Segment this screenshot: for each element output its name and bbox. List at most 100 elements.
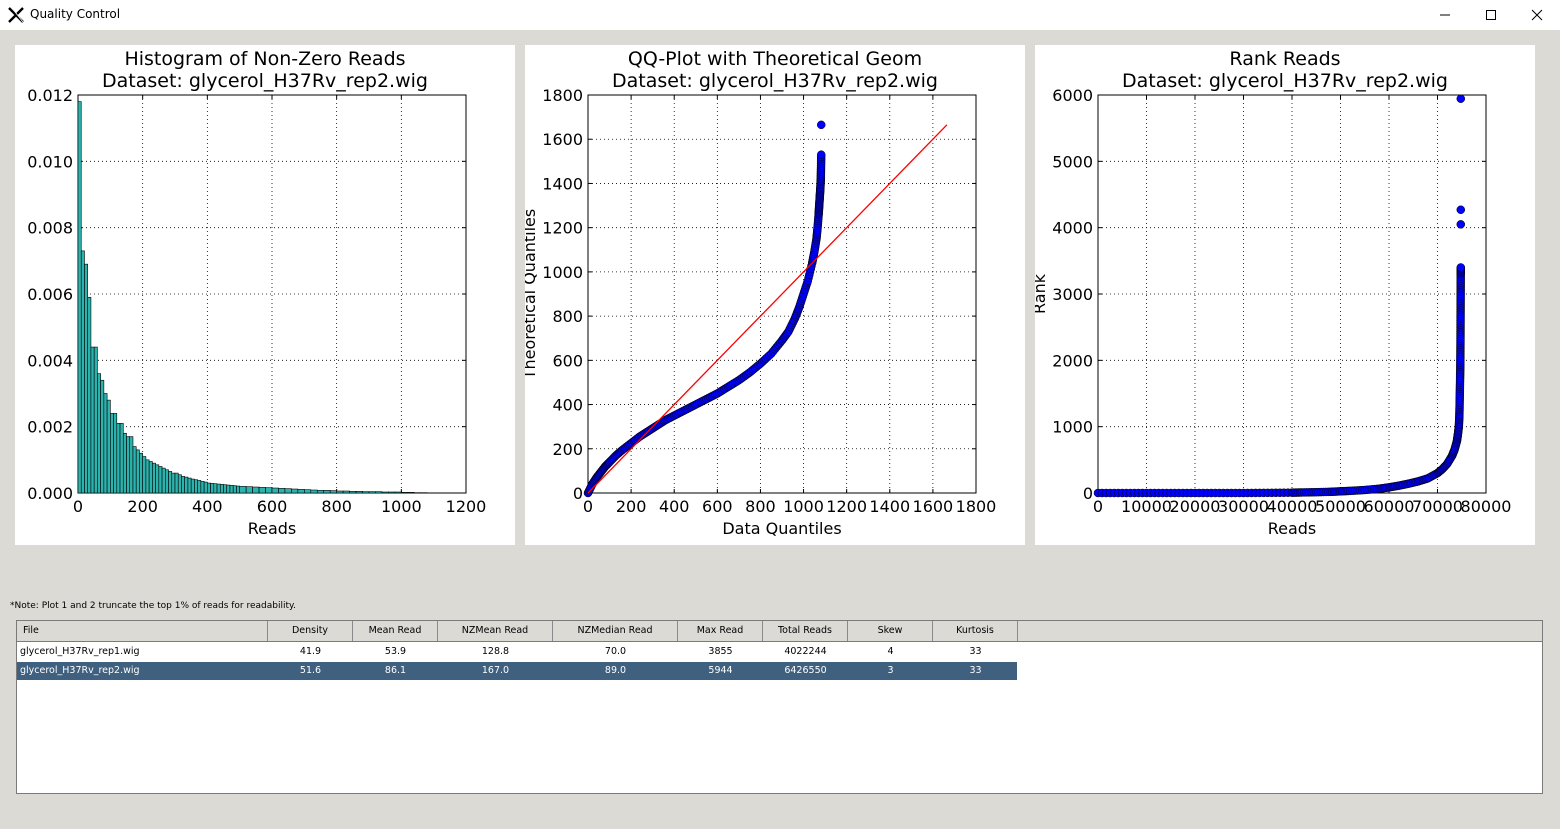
x-tick-label: 0: [73, 497, 83, 516]
cell-file: glycerol_H37Rv_rep2.wig: [20, 665, 140, 676]
x-tick-label: 600: [702, 497, 733, 516]
x-tick-label: 1800: [956, 497, 997, 516]
cell-kurtosis: 33: [969, 646, 982, 657]
histogram-bar: [194, 479, 198, 494]
histogram-bar: [323, 490, 331, 494]
column-header-total-reads[interactable]: Total Reads: [763, 621, 848, 641]
x-tick-label: 1200: [446, 497, 487, 516]
histogram-bar: [304, 489, 312, 494]
histogram-bar: [229, 485, 234, 494]
column-header-file[interactable]: File: [17, 621, 268, 641]
y-tick-label: 0.010: [27, 152, 73, 171]
histogram-bar: [401, 492, 409, 494]
cell-nzmedian-read: 70.0: [604, 646, 627, 657]
column-header-kurtosis[interactable]: Kurtosis: [933, 621, 1018, 641]
x-axis-label: Reads: [1268, 519, 1317, 538]
histogram-bar: [139, 452, 143, 494]
y-tick-label: 1800: [542, 86, 583, 105]
x-tick-label: 1600: [913, 497, 954, 516]
histogram-bar: [122, 432, 127, 494]
histogram-bar: [135, 449, 140, 494]
x-tick-label: 200: [127, 497, 158, 516]
histogram-bar: [87, 297, 92, 494]
histogram-bar: [200, 481, 205, 494]
histogram-plot-panel: Histogram of Non-Zero Reads Dataset: glyc…: [15, 45, 515, 545]
histogram-bar: [90, 346, 95, 494]
table-row-selected[interactable]: glycerol_H37Rv_rep2.wig 51.6 86.1 167.0 …: [17, 662, 1017, 680]
chart-title: QQ-Plot with Theoretical Geom: [628, 48, 922, 70]
stats-table[interactable]: File Density Mean Read NZMean Read NZMed…: [16, 620, 1543, 794]
cell-total-reads: 4022244: [784, 646, 827, 657]
histogram-bar: [97, 373, 101, 494]
histogram-bar: [190, 478, 195, 494]
plot-frame: [587, 94, 977, 494]
x-tick-label: 400: [659, 497, 690, 516]
y-tick-label: 3000: [1052, 285, 1093, 304]
histogram-bar: [142, 456, 147, 494]
window-title: Quality Control: [30, 7, 121, 21]
histogram-bar: [245, 486, 253, 494]
x-tick-label: 200: [616, 497, 647, 516]
maximize-button[interactable]: [1468, 0, 1514, 30]
cell-density: 51.6: [299, 665, 322, 676]
column-header-mean-read[interactable]: Mean Read: [353, 621, 438, 641]
close-button[interactable]: [1514, 0, 1560, 30]
x-tick-label: 1200: [826, 497, 867, 516]
column-header-nzmedian-read[interactable]: NZMedian Read: [553, 621, 678, 641]
x-tick-label: 40000: [1267, 497, 1318, 516]
histogram-bar: [342, 490, 350, 494]
table-header: File Density Mean Read NZMean Read NZMed…: [17, 621, 1542, 642]
table-row[interactable]: glycerol_H37Rv_rep1.wig 41.9 53.9 128.8 …: [17, 643, 1017, 661]
y-tick-label: 0.008: [27, 219, 73, 238]
chart-subtitle: Dataset: glycerol_H37Rv_rep2.wig: [102, 70, 428, 92]
y-tick-label: 600: [552, 351, 583, 370]
histogram-bar: [129, 436, 134, 494]
y-tick-label: 0: [573, 484, 583, 503]
x-tick-label: 800: [321, 497, 352, 516]
chart-subtitle: Dataset: glycerol_H37Rv_rep2.wig: [1122, 70, 1448, 92]
histogram-bar: [355, 491, 363, 494]
column-header-skew[interactable]: Skew: [848, 621, 933, 641]
x-tick-label: 400: [192, 497, 223, 516]
histogram-bar: [310, 489, 318, 494]
histogram-bar: [158, 466, 163, 494]
truncation-note: *Note: Plot 1 and 2 truncate the top 1% …: [10, 601, 296, 611]
histogram-bar: [219, 484, 224, 494]
cell-nzmedian-read: 89.0: [604, 665, 627, 676]
histogram-bar: [187, 477, 192, 494]
histogram-bar: [236, 485, 240, 494]
column-header-density[interactable]: Density: [268, 621, 353, 641]
histogram-bar: [207, 482, 211, 494]
x-tick-label: 30000: [1218, 497, 1269, 516]
qq-point: [816, 150, 826, 159]
histogram-bar: [110, 413, 114, 494]
histogram-bar: [252, 486, 260, 494]
histogram-bar: [197, 480, 202, 494]
histogram-bar: [316, 490, 325, 494]
histogram-bar: [184, 476, 189, 494]
histogram-bar: [148, 461, 153, 494]
x-tick-label: 50000: [1315, 497, 1366, 516]
y-tick-label: 1600: [542, 130, 583, 149]
x-axis-label: Data Quantiles: [722, 519, 841, 538]
y-tick-label: 200: [552, 440, 583, 459]
x-tick-label: 70000: [1412, 497, 1463, 516]
qq-plot-panel: QQ-Plot with Theoretical Geom Dataset: gl…: [525, 45, 1025, 545]
column-header-nzmean-read[interactable]: NZMean Read: [438, 621, 553, 641]
x-tick-label: 60000: [1364, 497, 1415, 516]
column-header-max-read[interactable]: Max Read: [678, 621, 763, 641]
x-tick-label: 800: [745, 497, 776, 516]
histogram-bar: [106, 399, 111, 494]
cell-mean-read: 53.9: [384, 646, 407, 657]
window-title-bar[interactable]: Quality Control: [0, 0, 1560, 30]
x-axis-label: Reads: [248, 519, 297, 538]
x-tick-label: 10000: [1121, 497, 1172, 516]
y-tick-label: 4000: [1052, 219, 1093, 238]
histogram-bar: [77, 101, 82, 494]
x-tick-label: 600: [257, 497, 288, 516]
y-tick-label: 2000: [1052, 351, 1093, 370]
minimize-button[interactable]: [1422, 0, 1468, 30]
histogram-bar: [226, 484, 231, 494]
cell-nzmean-read: 167.0: [481, 665, 510, 676]
histogram-bar: [210, 483, 215, 494]
